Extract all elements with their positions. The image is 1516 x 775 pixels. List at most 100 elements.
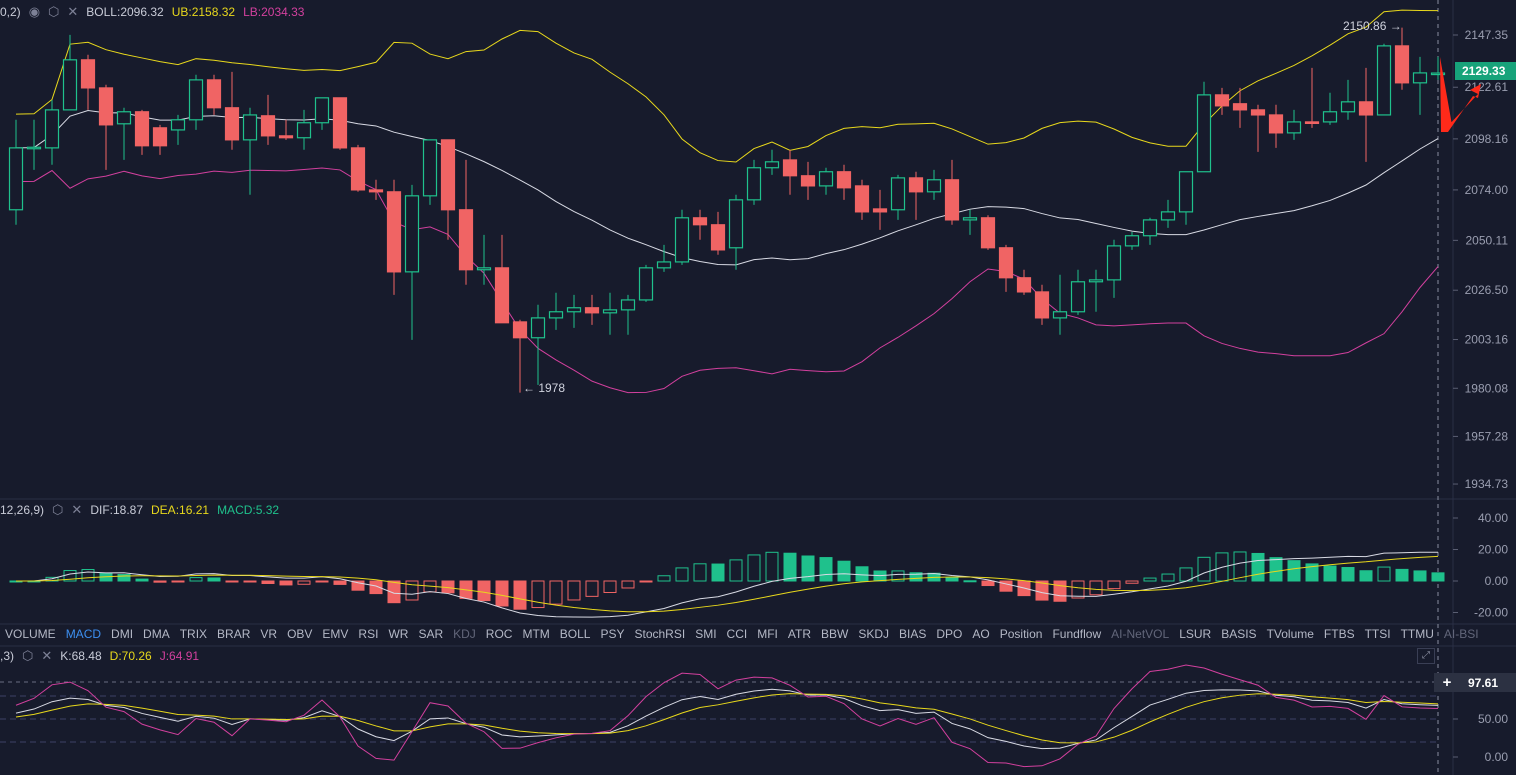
close-icon[interactable]: ✕ <box>71 502 83 517</box>
tab-dpo[interactable]: DPO <box>936 627 963 641</box>
tab-atr[interactable]: ATR <box>787 627 811 641</box>
tab-kdj[interactable]: KDJ <box>453 627 476 641</box>
tab-ttsi[interactable]: TTSI <box>1364 627 1391 641</box>
macd-histogram-bar <box>279 580 293 586</box>
macd-histogram-bar <box>549 580 563 605</box>
candle-body <box>800 175 816 187</box>
candle <box>512 319 528 393</box>
candle-body <box>980 217 996 249</box>
tab-mtm[interactable]: MTM <box>522 627 550 641</box>
macd-header: 12,26,9) ⬡ ✕ DIF:18.87 DEA:16.21 MACD:5.… <box>0 502 279 518</box>
tab-brar[interactable]: BRAR <box>217 627 251 641</box>
macd-histogram-bar <box>1359 570 1373 582</box>
candle <box>998 244 1014 292</box>
candle <box>1178 171 1194 225</box>
price-axis-label: 2098.16 <box>1465 132 1509 146</box>
candle <box>1088 269 1104 312</box>
candle-body <box>26 146 42 150</box>
tab-fundflow[interactable]: Fundflow <box>1052 627 1102 641</box>
candle <box>62 34 78 111</box>
candle <box>854 179 870 220</box>
tab-skdj[interactable]: SKDJ <box>858 627 890 641</box>
tab-ftbs[interactable]: FTBS <box>1323 627 1355 641</box>
tab-mfi[interactable]: MFI <box>757 627 778 641</box>
candle-body <box>764 161 780 169</box>
tab-vr[interactable]: VR <box>260 627 278 641</box>
lb-value: LB:2034.33 <box>243 5 305 19</box>
ub-value: UB:2158.32 <box>171 5 236 19</box>
candle <box>494 234 510 324</box>
candle-body <box>656 261 672 269</box>
tab-lsur[interactable]: LSUR <box>1179 627 1212 641</box>
high-annotation: 2150.86 → <box>1343 19 1402 33</box>
candle <box>872 189 888 230</box>
macd-histogram-bar <box>1431 572 1445 582</box>
macd-histogram-bar <box>117 574 131 582</box>
low-annotation: ← 1978 <box>523 381 566 395</box>
kdj-crosshair-value: 97.61 <box>1468 676 1499 690</box>
tab-sar[interactable]: SAR <box>418 627 444 641</box>
macd-axis-label: 0.00 <box>1485 574 1509 588</box>
macd-histogram-bar <box>603 580 617 593</box>
tab-cci[interactable]: CCI <box>726 627 748 641</box>
tab-smi[interactable]: SMI <box>695 627 717 641</box>
macd-histogram-bar <box>1161 573 1175 582</box>
tab-psy[interactable]: PSY <box>600 627 625 641</box>
tab-ao[interactable]: AO <box>972 627 990 641</box>
close-icon[interactable]: ✕ <box>41 648 53 663</box>
candle <box>656 244 672 272</box>
tab-dmi[interactable]: DMI <box>111 627 134 641</box>
tab-tvolume[interactable]: TVolume <box>1266 627 1314 641</box>
candle <box>692 209 708 240</box>
tab-macd[interactable]: MACD <box>65 627 102 641</box>
tab-boll[interactable]: BOLL <box>559 627 591 641</box>
kdj-crosshair-tag: +97.61 <box>1434 673 1516 692</box>
candle <box>584 294 600 325</box>
kdj-axis-label: 0.00 <box>1485 750 1509 764</box>
candle <box>674 209 690 265</box>
tab-stochrsi[interactable]: StochRSI <box>634 627 686 641</box>
tab-bbw[interactable]: BBW <box>821 627 849 641</box>
dea-line <box>15 555 1439 613</box>
candle-body <box>584 307 600 314</box>
candle-body <box>476 267 492 271</box>
eye-icon[interactable]: ◉ <box>28 4 41 19</box>
tab-emv[interactable]: EMV <box>322 627 349 641</box>
close-icon[interactable]: ✕ <box>67 4 79 19</box>
macd-value: MACD:5.32 <box>217 503 280 517</box>
tab-obv[interactable]: OBV <box>287 627 313 641</box>
tab-bias[interactable]: BIAS <box>899 627 927 641</box>
candle-body <box>1178 171 1194 213</box>
macd-histogram-bar <box>297 580 311 585</box>
tab-ttmu[interactable]: TTMU <box>1400 627 1434 641</box>
macd-histogram-bar <box>405 580 419 601</box>
gear-icon[interactable]: ⬡ <box>48 4 60 19</box>
candle-body <box>350 147 366 191</box>
plus-icon[interactable]: + <box>1442 674 1452 691</box>
tab-roc[interactable]: ROC <box>485 627 513 641</box>
macd-histogram-bar <box>225 580 239 583</box>
candle-body <box>1088 279 1104 283</box>
candle-body <box>260 115 276 137</box>
candle-body <box>1160 211 1176 221</box>
tab-volume[interactable]: VOLUME <box>5 627 56 641</box>
price-axis-label: 2074.00 <box>1465 183 1509 197</box>
gear-icon[interactable]: ⬡ <box>22 648 34 663</box>
tab-position[interactable]: Position <box>999 627 1043 641</box>
candle-body <box>1196 94 1212 173</box>
macd-axis-label: 20.00 <box>1478 543 1508 557</box>
tab-dma[interactable]: DMA <box>143 627 170 641</box>
tab-ai-bsi[interactable]: AI-BSI <box>1443 627 1479 641</box>
candle <box>350 144 366 192</box>
candle <box>278 119 294 140</box>
tab-rsi[interactable]: RSI <box>358 627 379 641</box>
expand-icon[interactable]: ⤢ <box>1417 648 1435 664</box>
gear-icon[interactable]: ⬡ <box>52 502 64 517</box>
tab-wr[interactable]: WR <box>388 627 409 641</box>
tab-trix[interactable]: TRIX <box>179 627 208 641</box>
candle <box>80 54 96 110</box>
candle <box>1214 87 1230 115</box>
tab-basis[interactable]: BASIS <box>1221 627 1257 641</box>
tab-ai-netvol[interactable]: AI-NetVOL <box>1111 627 1170 641</box>
